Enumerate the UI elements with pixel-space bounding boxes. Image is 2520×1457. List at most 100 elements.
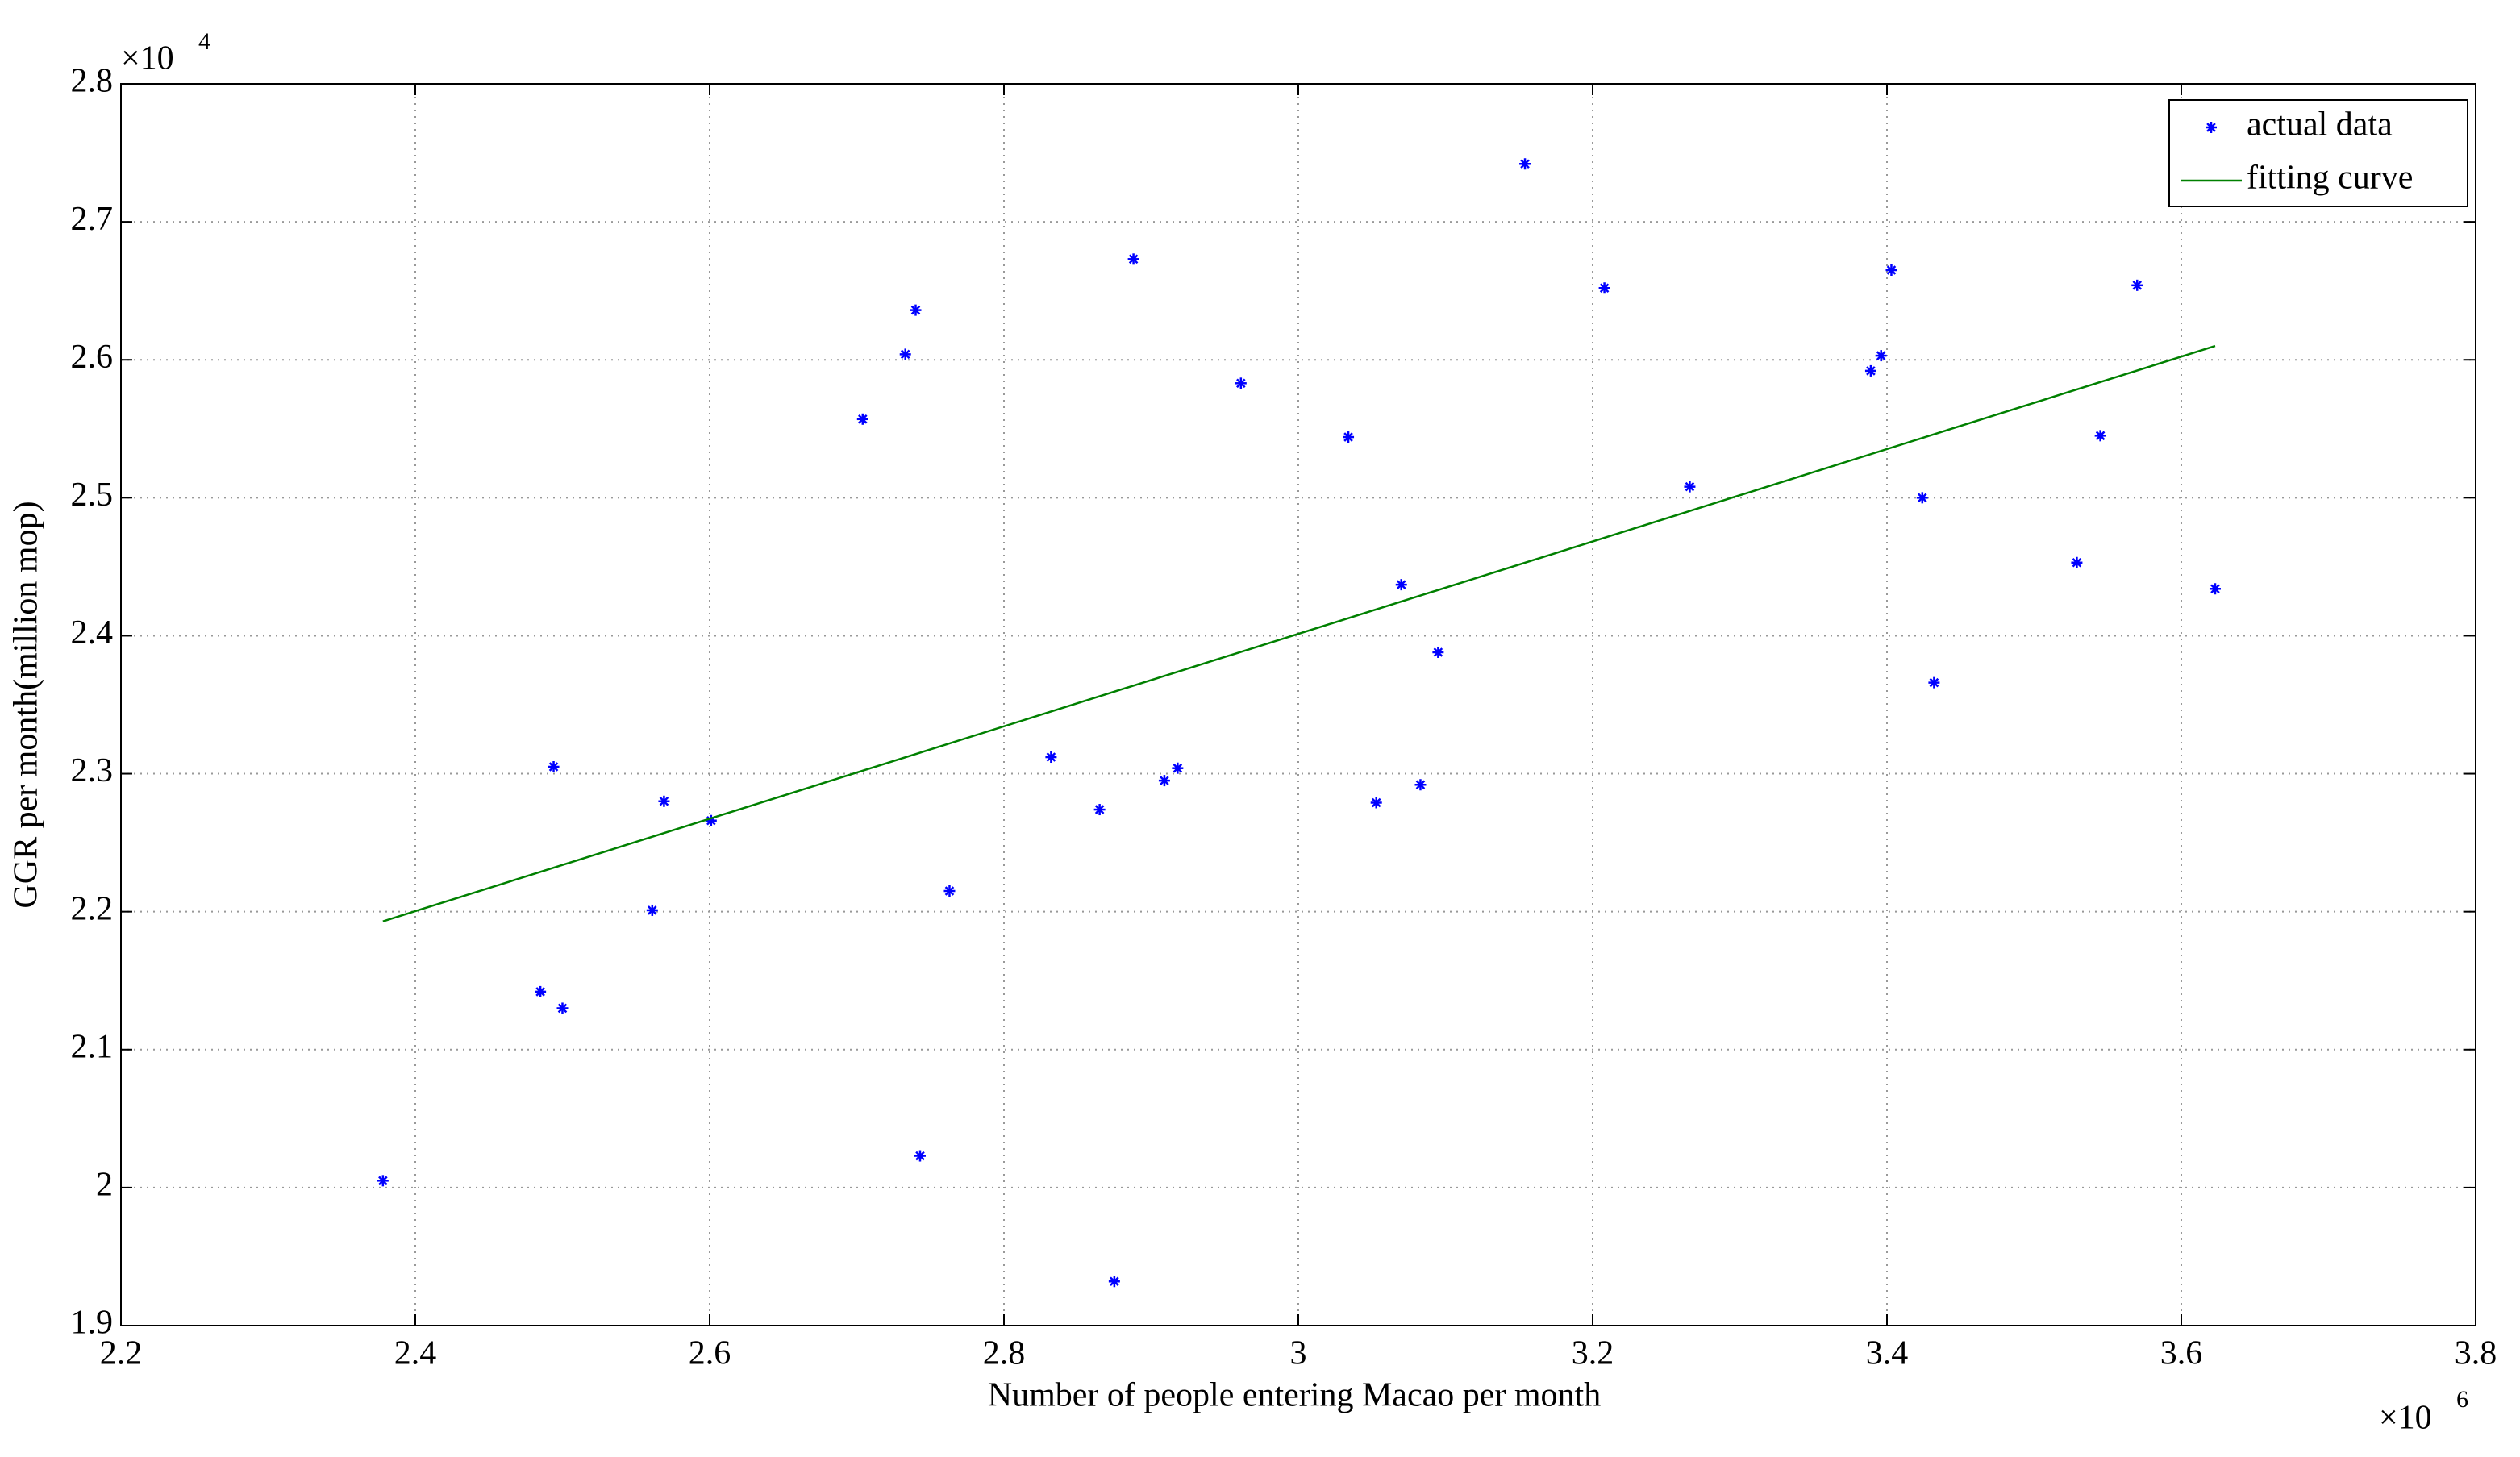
y-multiplier: ×10	[121, 40, 174, 77]
x-exponent: 6	[2456, 1386, 2468, 1413]
legend-marker	[2206, 122, 2217, 133]
legend-label: fitting curve	[2247, 160, 2413, 197]
data-point	[1395, 579, 1407, 591]
data-point	[705, 814, 717, 826]
data-point	[646, 904, 658, 916]
y-exponent: 4	[198, 28, 210, 55]
data-point	[1343, 431, 1355, 443]
marker-stroke	[1918, 493, 1927, 503]
marker-stroke	[1110, 1276, 1119, 1287]
y-tick-label: 2.1	[71, 1028, 114, 1065]
data-point	[1885, 264, 1897, 276]
legend-box	[2168, 99, 2468, 207]
marker-stroke	[2095, 431, 2106, 441]
data-point	[1414, 779, 1427, 791]
marker-stroke	[2072, 557, 2082, 568]
marker-stroke	[1094, 805, 1105, 814]
x-tick-label: 2.6	[689, 1335, 731, 1372]
x-tick-label: 3.8	[2455, 1335, 2497, 1372]
marker-stroke	[1599, 283, 1610, 293]
x-multiplier: ×10	[2379, 1400, 2432, 1437]
marker-stroke	[910, 305, 921, 315]
y-tick-label: 2.3	[71, 752, 114, 789]
marker-stroke	[2132, 281, 2143, 290]
y-tick-label: 2.8	[71, 63, 114, 100]
data-point	[556, 1002, 569, 1014]
data-point	[1684, 481, 1696, 493]
data-point	[1158, 775, 1170, 787]
x-tick-label: 3	[1290, 1335, 1307, 1372]
marker-stroke	[648, 905, 657, 915]
data-point	[377, 1175, 389, 1187]
x-tick-label: 2.2	[100, 1335, 143, 1372]
marker-stroke	[1685, 481, 1695, 492]
marker-stroke	[900, 349, 910, 360]
data-point	[1172, 762, 1184, 774]
y-tick-label: 2.6	[71, 339, 114, 376]
data-point	[899, 348, 911, 360]
data-point	[1928, 676, 1940, 689]
data-point	[856, 413, 868, 425]
data-point	[1519, 158, 1531, 170]
marker-stroke	[1046, 752, 1056, 762]
x-tick-label: 3.2	[1572, 1335, 1614, 1372]
marker-stroke	[1866, 366, 1876, 376]
marker-stroke	[1929, 677, 1939, 688]
data-point	[2131, 279, 2143, 291]
y-tick-label: 2.4	[71, 614, 114, 651]
data-point	[2071, 556, 2083, 568]
marker-stroke	[548, 762, 559, 772]
x-tick-label: 3.4	[1866, 1335, 1909, 1372]
marker-stroke	[1433, 647, 1443, 657]
data-point	[658, 795, 670, 807]
marker-stroke	[659, 796, 669, 806]
x-tick-label: 2.4	[394, 1335, 437, 1372]
marker-stroke	[858, 414, 868, 424]
marker-stroke	[378, 1176, 388, 1186]
data-point	[914, 1150, 926, 1162]
y-tick-label: 2.2	[71, 890, 114, 927]
marker-stroke	[1876, 351, 1886, 360]
data-point	[1598, 282, 1610, 294]
data-point	[1370, 797, 1382, 809]
x-tick-label: 3.6	[2160, 1335, 2203, 1372]
marker-stroke	[2210, 584, 2220, 594]
marker-stroke	[1128, 254, 1139, 264]
marker-stroke	[1173, 763, 1183, 773]
data-point	[548, 761, 560, 772]
fit-line	[382, 344, 2216, 922]
marker-stroke	[1343, 432, 1353, 442]
marker-stroke	[2206, 123, 2216, 132]
marker-stroke	[1886, 265, 1897, 275]
data-point	[1235, 377, 1247, 389]
y-tick-label: 2.5	[71, 477, 114, 514]
marker-stroke	[1236, 378, 1246, 389]
data-point	[1093, 804, 1106, 816]
y-axis-label: GGR per month(million mop)	[8, 501, 45, 908]
data-point	[910, 304, 922, 316]
marker-stroke	[535, 987, 545, 997]
marker-stroke	[1371, 797, 1381, 808]
marker-stroke	[1396, 580, 1406, 589]
data-point	[943, 885, 956, 897]
data-point	[1875, 350, 1887, 362]
marker-stroke	[944, 886, 955, 896]
data-point	[1127, 253, 1139, 265]
data-point	[1108, 1276, 1120, 1288]
x-axis-label: Number of people entering Macao per mont…	[988, 1377, 1601, 1414]
x-tick-label: 2.8	[983, 1335, 1026, 1372]
marker-stroke	[1520, 159, 1530, 169]
data-point	[1432, 646, 1444, 658]
data-point	[535, 985, 547, 997]
data-point	[1916, 492, 1928, 504]
y-tick-label: 2	[96, 1167, 113, 1204]
marker-stroke	[1160, 776, 1169, 785]
plot-frame	[120, 83, 2476, 1326]
data-point	[2094, 430, 2106, 442]
data-point	[1864, 364, 1876, 377]
y-tick-label: 1.9	[71, 1305, 114, 1342]
marker-stroke	[557, 1003, 568, 1014]
marker-stroke	[915, 1151, 925, 1161]
legend-label: actual data	[2247, 106, 2393, 144]
